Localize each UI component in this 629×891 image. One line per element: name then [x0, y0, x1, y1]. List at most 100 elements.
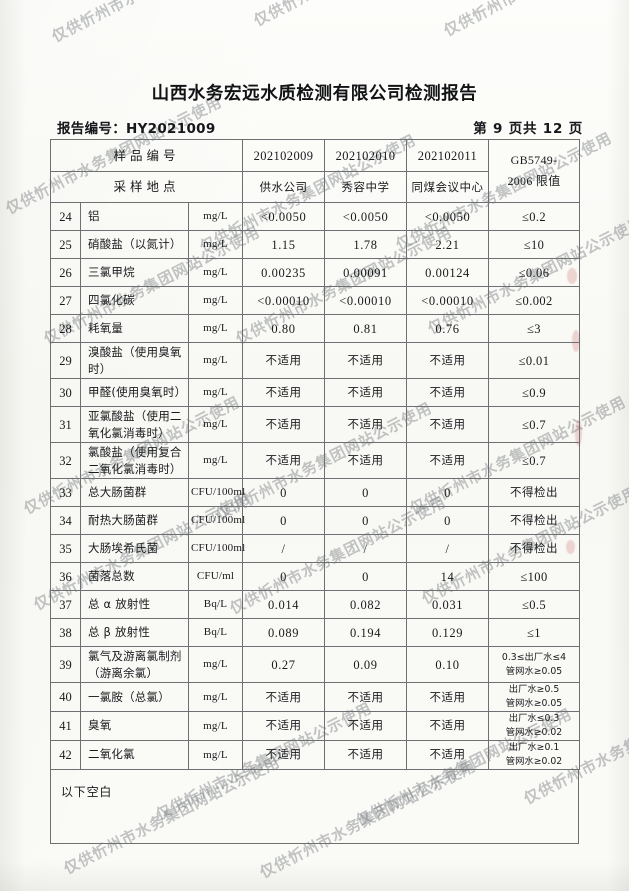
row-unit: mg/L [188, 442, 243, 479]
row-item-name: 溴酸盐（使用臭氧时） [80, 342, 189, 379]
sampling-site-2: 秀容中学 [324, 171, 407, 203]
row-unit: mg/L [188, 682, 243, 712]
row-item-name: 耗氧量 [80, 314, 189, 343]
row-value-sample-3: 14 [406, 562, 489, 591]
row-standard-limit: ≤0.06 [488, 258, 580, 287]
table-row: 29 溴酸盐（使用臭氧时） mg/L 不适用 不适用 不适用 ≤0.01 [50, 342, 580, 379]
results-table-wrapper: 样品编号 202102009 202102010 202102011 GB574… [50, 139, 580, 770]
row-index: 27 [50, 286, 81, 315]
row-unit: mg/L [188, 314, 243, 343]
blank-remainder-box: 以下空白 [50, 769, 579, 844]
row-unit: mg/L [188, 258, 243, 287]
row-item-name: 硝酸盐（以氮计） [80, 230, 189, 259]
row-value-sample-3: 不适用 [406, 378, 489, 407]
row-value-sample-1: 不适用 [242, 682, 325, 712]
row-standard-limit: 不得检出 [488, 478, 580, 507]
row-index: 37 [50, 590, 81, 619]
table-head: 样品编号 202102009 202102010 202102011 GB574… [50, 139, 580, 203]
table-row: 25 硝酸盐（以氮计） mg/L 1.15 1.78 2.21 ≤10 [50, 230, 580, 259]
row-value-sample-1: 不适用 [242, 739, 325, 770]
row-unit: mg/L [188, 710, 243, 741]
row-value-sample-2: 不适用 [324, 342, 407, 379]
row-index: 42 [50, 739, 81, 770]
row-value-sample-3: <0.00010 [406, 286, 489, 315]
header-row-sample-no: 样品编号 202102009 202102010 202102011 GB574… [50, 139, 580, 203]
row-standard-limit: ≤100 [488, 562, 580, 591]
row-item-name: 四氯化碳 [80, 286, 189, 315]
row-index: 39 [50, 646, 81, 683]
standard-code-line2: 2006 限值 [507, 174, 561, 188]
row-index: 38 [50, 618, 81, 647]
row-value-sample-3: 不适用 [406, 342, 489, 379]
water-quality-results-table: 样品编号 202102009 202102010 202102011 GB574… [50, 139, 580, 770]
limit-line-2: 管网水≥0.02 [505, 755, 563, 767]
row-unit: Bq/L [188, 618, 243, 647]
row-standard-limit: 出厂水≥0.5 管网水≥0.05 [488, 682, 580, 712]
row-value-sample-2: 0.09 [324, 646, 407, 683]
row-value-sample-2: 0.194 [324, 618, 407, 647]
row-item-name: 一氯胺（总氯） [80, 682, 189, 712]
row-value-sample-3: 不适用 [406, 739, 489, 770]
table-row: 41 臭氧 mg/L 不适用 不适用 不适用 出厂水≤0.3 管网水≥0.02 [50, 710, 580, 741]
row-standard-limit: ≤0.002 [488, 286, 580, 315]
row-value-sample-2: 不适用 [324, 739, 407, 770]
row-index: 24 [50, 202, 81, 231]
row-unit: CFU/100ml [188, 534, 245, 563]
row-standard-limit: ≤0.7 [488, 406, 580, 443]
report-meta-row: 报告编号：HY2021009 第 9 页共 12 页 [57, 117, 583, 137]
row-value-sample-3: <0.0050 [406, 202, 489, 231]
row-value-sample-2: 不适用 [324, 442, 407, 479]
row-item-name: 总 β 放射性 [80, 618, 189, 647]
row-value-sample-1: 不适用 [242, 342, 325, 379]
row-unit: Bq/L [188, 590, 243, 619]
row-value-sample-2: 0 [324, 478, 407, 507]
row-value-sample-3: 0 [406, 478, 489, 507]
row-value-sample-2: 0 [324, 562, 407, 591]
row-unit: mg/L [188, 342, 243, 379]
table-body: 24 铝 mg/L <0.0050 <0.0050 <0.0050 ≤0.2 25 硝酸盐（以氮… [50, 202, 580, 770]
limit-line-1: 出厂水≤0.3 [508, 712, 560, 724]
row-index: 28 [50, 314, 81, 343]
row-item-name: 总大肠菌群 [80, 478, 189, 507]
row-unit: mg/L [188, 646, 243, 683]
limit-line-1: 0.3≤出厂水≤4 [501, 651, 567, 663]
row-unit: mg/L [188, 202, 243, 231]
row-index: 30 [50, 378, 81, 407]
row-item-name: 甲醛(使用臭氧时） [80, 378, 189, 407]
row-index: 40 [50, 682, 81, 712]
table-row: 28 耗氧量 mg/L 0.80 0.81 0.76 ≤3 [50, 314, 580, 343]
row-value-sample-2: 不适用 [324, 710, 407, 741]
sample-no-3: 202102011 [406, 139, 489, 172]
row-value-sample-2: <0.0050 [324, 202, 407, 231]
row-value-sample-3: 0.76 [406, 314, 489, 343]
row-value-sample-2: 0 [324, 506, 407, 535]
row-standard-limit: 0.3≤出厂水≤4 管网水≥0.05 [488, 646, 580, 683]
row-value-sample-1: 0.014 [242, 590, 325, 619]
row-value-sample-2: 不适用 [324, 378, 407, 407]
header-row-sampling-site: 采样地点 供水公司 秀容中学 同煤会议中心 [50, 171, 580, 203]
row-item-name: 氯气及游离氯制剂（游离余氯） [80, 646, 189, 683]
row-value-sample-1: / [242, 534, 325, 563]
sampling-site-1: 供水公司 [242, 171, 325, 203]
row-standard-limit: ≤0.5 [488, 590, 580, 619]
row-standard-limit: ≤0.7 [488, 442, 580, 479]
row-value-sample-3: 0.10 [406, 646, 489, 683]
table-row: 30 甲醛(使用臭氧时） mg/L 不适用 不适用 不适用 ≤0.9 [50, 378, 580, 407]
row-unit: CFU/100ml [188, 478, 245, 507]
row-value-sample-1: 0 [242, 562, 325, 591]
row-unit: mg/L [188, 378, 243, 407]
table-row: 26 三氯甲烷 mg/L 0.00235 0.00091 0.00124 ≤0.06 [50, 258, 580, 287]
row-item-name: 二氧化氯 [80, 739, 189, 770]
row-item-name: 氯酸盐（使用复合二氧化氯消毒时） [80, 442, 189, 479]
row-value-sample-3: 不适用 [406, 442, 489, 479]
blank-remainder-text: 以下空白 [61, 785, 113, 799]
row-unit: CFU/ml [188, 562, 243, 591]
table-row: 39 氯气及游离氯制剂（游离余氯） mg/L 0.27 0.09 0.10 0.3≤出厂水≤… [50, 646, 580, 683]
sample-no-2: 202102010 [324, 139, 407, 172]
row-value-sample-2: / [324, 534, 407, 563]
row-unit: CFU/100ml [188, 506, 245, 535]
row-index: 26 [50, 258, 81, 287]
table-row: 33 总大肠菌群 CFU/100ml 0 0 0 不得检出 [50, 478, 580, 507]
row-value-sample-1: 1.15 [242, 230, 325, 259]
table-row: 24 铝 mg/L <0.0050 <0.0050 <0.0050 ≤0.2 [50, 202, 580, 231]
